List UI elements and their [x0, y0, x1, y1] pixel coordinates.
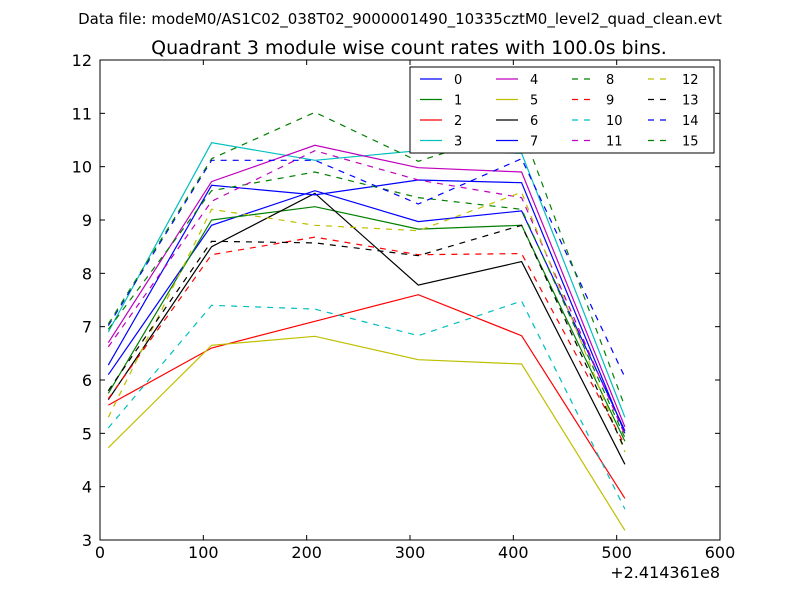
legend-label-8: 8 — [606, 73, 614, 88]
data-file-suptitle: Data file: modeM0/AS1C02_038T02_90000014… — [78, 10, 722, 29]
legend-label-11: 11 — [606, 135, 623, 150]
x-tick-label: 0 — [95, 543, 105, 562]
series-line-8 — [107, 171, 626, 438]
legend-label-14: 14 — [682, 114, 699, 129]
legend-label-9: 9 — [606, 94, 614, 109]
series-line-9 — [107, 236, 626, 446]
y-tick-label: 9 — [82, 211, 92, 230]
x-tick-label: 100 — [188, 543, 219, 562]
legend-label-2: 2 — [454, 114, 462, 129]
series-layer — [107, 111, 626, 531]
series-line-15 — [107, 111, 626, 407]
legend-label-5: 5 — [530, 94, 538, 109]
y-tick-label: 8 — [82, 264, 92, 283]
legend-label-12: 12 — [682, 73, 699, 88]
series-line-13 — [107, 224, 626, 450]
legend-label-15: 15 — [682, 135, 699, 150]
series-line-10 — [107, 300, 626, 510]
x-tick-label: 600 — [705, 543, 736, 562]
y-tick-label: 11 — [72, 104, 92, 123]
y-tick-label: 5 — [82, 424, 92, 443]
legend-label-10: 10 — [606, 114, 623, 129]
legend-label-0: 0 — [454, 73, 462, 88]
legend-label-3: 3 — [454, 135, 462, 150]
series-line-11 — [107, 150, 626, 436]
series-line-2 — [108, 294, 626, 499]
legend-label-7: 7 — [530, 135, 538, 150]
series-line-1 — [107, 206, 626, 442]
y-tick-label: 7 — [82, 318, 92, 337]
x-tick-label: 400 — [498, 543, 529, 562]
legend-label-1: 1 — [454, 94, 462, 109]
legend-box — [409, 66, 715, 154]
series-line-12 — [107, 191, 626, 453]
x-tick-label: 300 — [395, 543, 426, 562]
x-offset-label: +2.414361e8 — [610, 563, 720, 582]
series-line-4 — [107, 144, 626, 428]
y-tick-label: 3 — [82, 531, 92, 550]
legend-label-6: 6 — [530, 114, 538, 129]
y-tick-label: 12 — [72, 51, 92, 70]
series-line-5 — [107, 335, 626, 531]
series-line-7 — [107, 179, 626, 434]
legend-label-4: 4 — [530, 73, 538, 88]
x-tick-label: 200 — [291, 543, 322, 562]
y-tick-label: 10 — [72, 158, 92, 177]
legend-label-13: 13 — [682, 94, 699, 109]
y-tick-label: 6 — [82, 371, 92, 390]
series-line-6 — [107, 192, 626, 465]
series-line-3 — [107, 142, 626, 418]
y-tick-label: 4 — [82, 478, 92, 497]
chart-title: Quadrant 3 module wise count rates with … — [151, 37, 667, 59]
x-tick-label: 500 — [601, 543, 632, 562]
